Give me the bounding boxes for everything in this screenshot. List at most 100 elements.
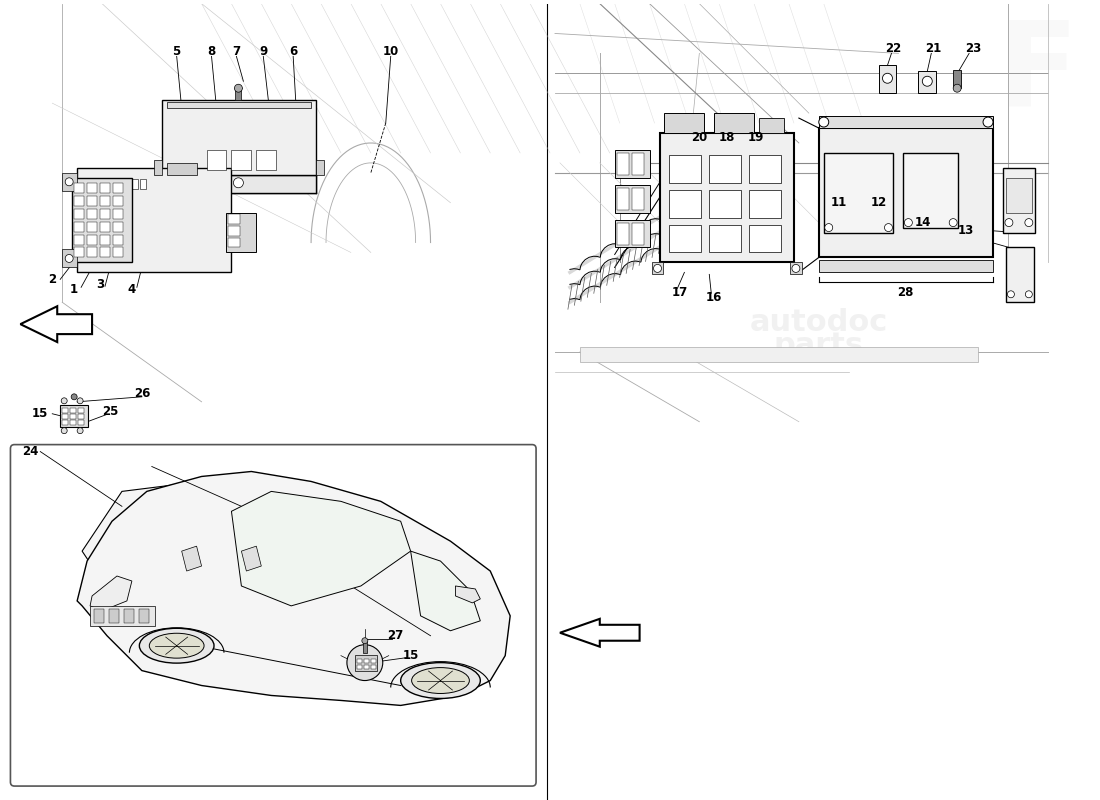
Bar — [63, 408, 68, 413]
Circle shape — [949, 218, 957, 226]
Bar — [710, 155, 741, 182]
Circle shape — [346, 645, 383, 681]
Circle shape — [882, 74, 892, 83]
Bar — [1005, 247, 1034, 302]
Bar — [631, 153, 644, 175]
Bar — [363, 641, 366, 653]
Bar — [87, 182, 97, 193]
Text: 28: 28 — [898, 286, 914, 298]
Bar — [122, 177, 146, 190]
Bar — [229, 214, 241, 224]
Bar — [74, 222, 84, 231]
Bar — [63, 250, 77, 267]
Circle shape — [884, 224, 892, 231]
Bar — [113, 182, 123, 193]
Text: 13: 13 — [958, 224, 975, 237]
Bar — [364, 665, 368, 669]
Circle shape — [904, 218, 912, 226]
Bar — [113, 247, 123, 258]
Bar — [74, 234, 84, 245]
Circle shape — [62, 428, 67, 434]
Bar — [617, 153, 628, 175]
Bar — [714, 113, 755, 133]
Bar — [918, 71, 936, 93]
Text: 17: 17 — [671, 286, 688, 298]
Text: 1: 1 — [70, 283, 78, 296]
Bar — [109, 609, 119, 623]
Bar — [749, 155, 781, 182]
Bar — [954, 70, 961, 88]
Bar — [229, 238, 241, 247]
Bar — [229, 226, 241, 235]
Ellipse shape — [400, 662, 481, 698]
Text: 26: 26 — [134, 387, 150, 400]
Text: 5: 5 — [173, 45, 180, 58]
Text: 16: 16 — [706, 290, 723, 304]
Text: 6: 6 — [289, 45, 297, 58]
Text: 9: 9 — [260, 45, 267, 58]
Bar — [615, 185, 649, 213]
Bar — [364, 658, 368, 662]
Circle shape — [72, 394, 77, 400]
Bar — [790, 262, 802, 274]
Text: 27: 27 — [387, 630, 404, 642]
Circle shape — [1008, 291, 1014, 298]
Polygon shape — [21, 306, 92, 342]
Bar — [818, 261, 993, 272]
Ellipse shape — [150, 634, 205, 658]
Bar — [100, 196, 110, 206]
Bar — [356, 658, 362, 662]
Bar — [100, 234, 110, 245]
Circle shape — [62, 398, 67, 404]
Bar — [710, 190, 741, 218]
Bar — [818, 128, 993, 258]
Ellipse shape — [411, 667, 470, 694]
Bar — [100, 222, 110, 231]
Ellipse shape — [140, 628, 214, 663]
Bar — [63, 173, 77, 190]
Bar — [670, 225, 702, 253]
Bar — [154, 160, 162, 175]
Bar — [371, 658, 376, 662]
Text: 22: 22 — [886, 42, 902, 55]
Bar — [749, 225, 781, 253]
Bar — [74, 209, 84, 218]
Bar — [113, 234, 123, 245]
Bar — [356, 665, 362, 669]
Bar — [580, 347, 978, 362]
Text: 7: 7 — [232, 45, 241, 58]
Bar — [146, 175, 316, 193]
Bar — [132, 179, 138, 189]
Bar — [818, 116, 993, 128]
Text: 15: 15 — [32, 407, 48, 420]
Bar — [670, 155, 702, 182]
Bar — [100, 182, 110, 193]
Bar — [74, 182, 84, 193]
Bar — [87, 247, 97, 258]
Bar — [256, 150, 276, 170]
Text: 2: 2 — [48, 273, 56, 286]
Text: autodoc: autodoc — [212, 497, 350, 526]
Bar — [167, 102, 311, 108]
Polygon shape — [560, 619, 639, 646]
Circle shape — [234, 84, 242, 92]
Bar — [660, 133, 794, 262]
Circle shape — [983, 117, 993, 127]
Bar — [903, 153, 958, 227]
Bar — [100, 209, 110, 218]
Text: 14: 14 — [915, 216, 932, 229]
Bar — [74, 196, 84, 206]
Text: 3: 3 — [96, 278, 104, 291]
Bar — [316, 160, 324, 175]
Bar — [63, 414, 68, 418]
Text: parts: parts — [236, 522, 327, 550]
Circle shape — [77, 428, 84, 434]
Text: 15: 15 — [403, 649, 419, 662]
Bar — [759, 118, 784, 133]
Bar — [879, 66, 896, 93]
Circle shape — [362, 638, 367, 644]
Bar — [631, 188, 644, 210]
Polygon shape — [410, 551, 481, 630]
Bar — [87, 209, 97, 218]
Text: 21: 21 — [925, 42, 942, 55]
